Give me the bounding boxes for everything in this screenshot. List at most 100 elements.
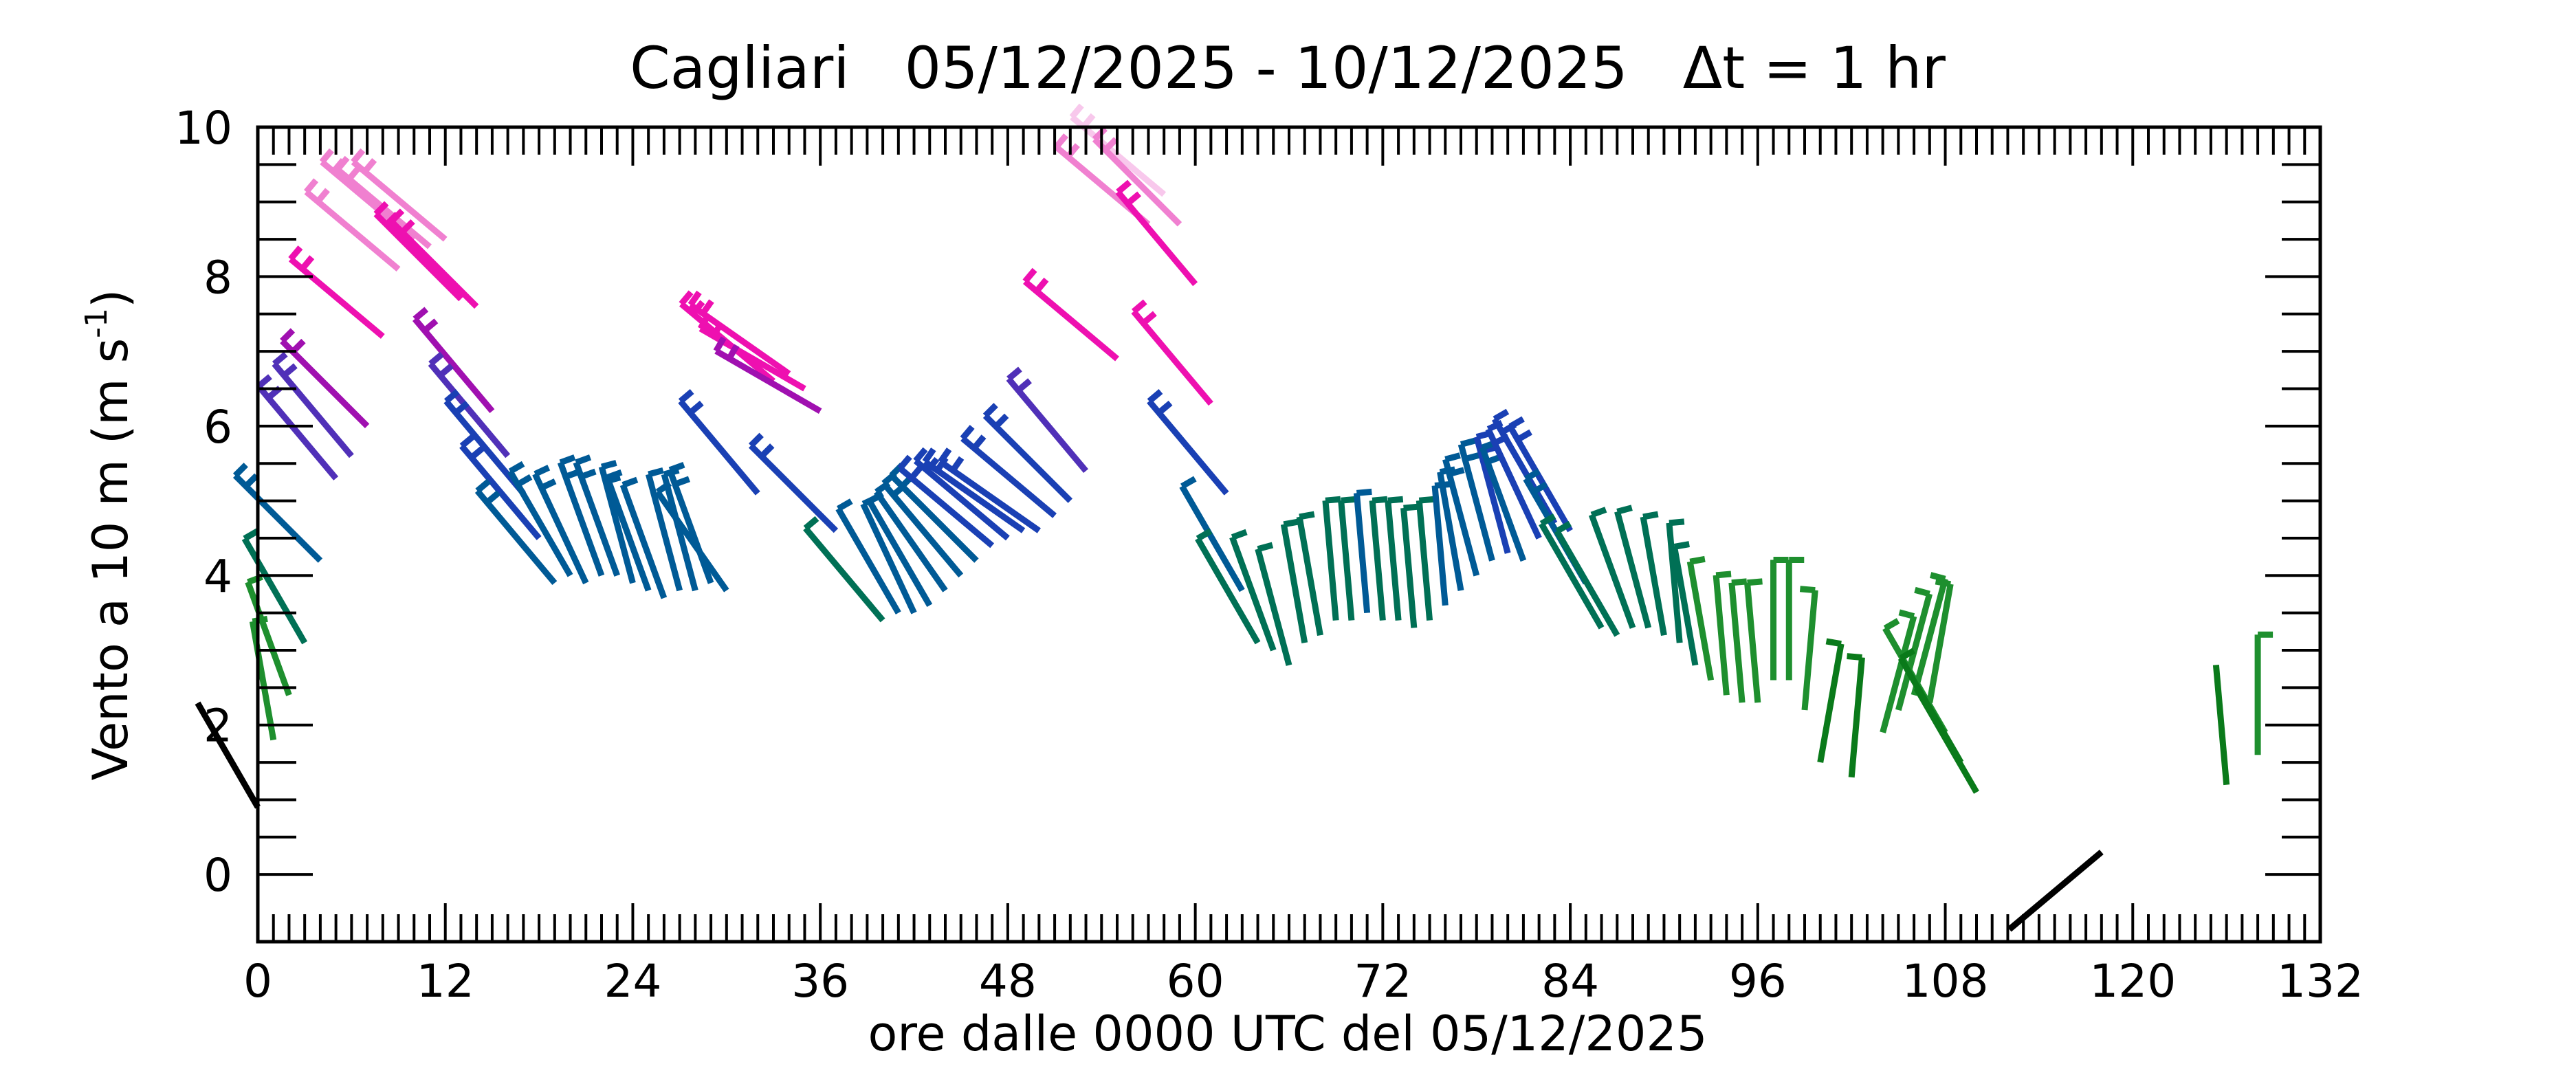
wind-barb — [232, 463, 323, 563]
wind-barb — [1847, 653, 1865, 778]
wind-barb — [2212, 664, 2230, 786]
x-tick-label: 108 — [1902, 955, 1989, 1008]
wind-barb — [459, 434, 542, 540]
chart-title: Cagliari 05/12/2025 - 10/12/2025 Δt = 1 … — [630, 34, 1946, 102]
wind-barb — [1353, 488, 1372, 614]
y-tick-label: 8 — [203, 251, 232, 304]
x-tick-label: 120 — [2089, 955, 2176, 1008]
wind-barb — [1385, 496, 1404, 621]
x-axis-label: ore dalle 0000 UTC del 05/12/2025 — [868, 1006, 1707, 1062]
wind-barb — [1785, 556, 1805, 681]
wind-barb — [1880, 609, 1917, 733]
wind-barb — [1195, 528, 1261, 645]
wind-barb — [1457, 437, 1495, 562]
wind-barb — [1539, 513, 1605, 630]
wind-barb — [1400, 503, 1419, 628]
y-axis-label-main: Vento a 10 m (m s — [82, 338, 139, 781]
wind-barb — [412, 307, 495, 414]
wind-barb — [532, 465, 589, 585]
wind-barb — [803, 516, 885, 623]
wind-barb — [1728, 578, 1748, 703]
wind-barb — [1280, 518, 1308, 643]
x-tick-label: 72 — [1354, 955, 1411, 1008]
y-axis-label-superscript: -1 — [79, 308, 114, 338]
wind-barb — [245, 574, 292, 696]
wind-barb — [1022, 267, 1119, 362]
wind-barb — [645, 467, 683, 592]
y-tick-label: 10 — [175, 102, 232, 155]
wind-barb — [1588, 507, 1636, 629]
wind-barb — [280, 328, 370, 429]
x-tick-label: 12 — [417, 955, 474, 1008]
wind-barb — [1296, 511, 1323, 637]
y-tick-label: 0 — [203, 849, 232, 902]
wind-barb — [1131, 299, 1213, 406]
wind-barb — [507, 461, 573, 577]
x-tick-label: 96 — [1729, 955, 1787, 1008]
x-tick-label: 48 — [979, 955, 1037, 1008]
y-tick-label: 6 — [203, 401, 232, 454]
wind-barb — [272, 351, 354, 458]
y-axis-label-close: ) — [82, 289, 139, 308]
y-tick-label: 4 — [203, 550, 232, 603]
wind-barb — [1322, 496, 1341, 621]
wind-barb — [1115, 179, 1198, 287]
wind-barb — [351, 148, 448, 242]
wind-barb — [748, 432, 839, 533]
wind-barb — [654, 480, 729, 593]
wind-barb — [1416, 496, 1435, 621]
x-tick-label: 24 — [604, 955, 661, 1008]
plot-frame — [256, 125, 2322, 944]
wind-barb — [1926, 578, 1954, 703]
y-tick-label: 2 — [203, 700, 232, 753]
wind-barb — [713, 336, 822, 414]
x-tick-label: 132 — [2277, 955, 2364, 1008]
wind-barb — [1713, 571, 1732, 696]
wind-barb — [1369, 496, 1388, 621]
x-tick-label: 60 — [1167, 955, 1224, 1008]
wind-barb — [1666, 518, 1685, 643]
wind-barb — [195, 701, 261, 809]
wind-barb — [982, 403, 1073, 503]
wind-barb — [1006, 366, 1088, 473]
wind-barb — [1799, 586, 1818, 711]
wind-barb — [573, 454, 620, 577]
wind-barb — [1442, 452, 1480, 577]
wind-barb — [1911, 572, 1948, 696]
wind-barb — [1507, 416, 1573, 533]
wind-barb — [1744, 578, 1763, 703]
wind-barb — [619, 476, 668, 599]
wind-barb — [897, 454, 995, 549]
wind-barb — [1913, 686, 1979, 794]
x-tick-label: 36 — [791, 955, 849, 1008]
wind-barb — [1671, 541, 1699, 666]
wind-barb — [922, 447, 1026, 533]
wind-barb — [1817, 638, 1845, 763]
wind-barb — [474, 478, 558, 586]
wind-barb — [1092, 126, 1182, 227]
wind-barb — [1338, 496, 1356, 621]
wind-barb — [1179, 476, 1245, 593]
wind-barb — [1229, 529, 1277, 652]
wind-barb — [604, 469, 652, 592]
wind-barb — [678, 389, 760, 496]
wind-barb — [835, 498, 901, 615]
wind-barb — [2254, 631, 2274, 755]
wind-barb — [1147, 389, 1229, 496]
wind-barb — [428, 351, 511, 458]
wind-barb — [304, 178, 401, 272]
wind-barb — [1640, 511, 1667, 637]
wind-barb — [1554, 520, 1620, 637]
wind-barb — [389, 208, 479, 309]
wind-barb — [1255, 542, 1292, 666]
wind-barb — [241, 528, 308, 645]
y-axis-label: Vento a 10 m (m s-1) — [79, 289, 139, 781]
wind-barb — [667, 461, 714, 584]
wind-barb — [1686, 555, 1715, 681]
wind-barb — [960, 425, 1057, 518]
x-tick-label: 84 — [1541, 955, 1599, 1008]
axis-ticks — [256, 126, 2322, 942]
wind-barb — [698, 313, 806, 392]
